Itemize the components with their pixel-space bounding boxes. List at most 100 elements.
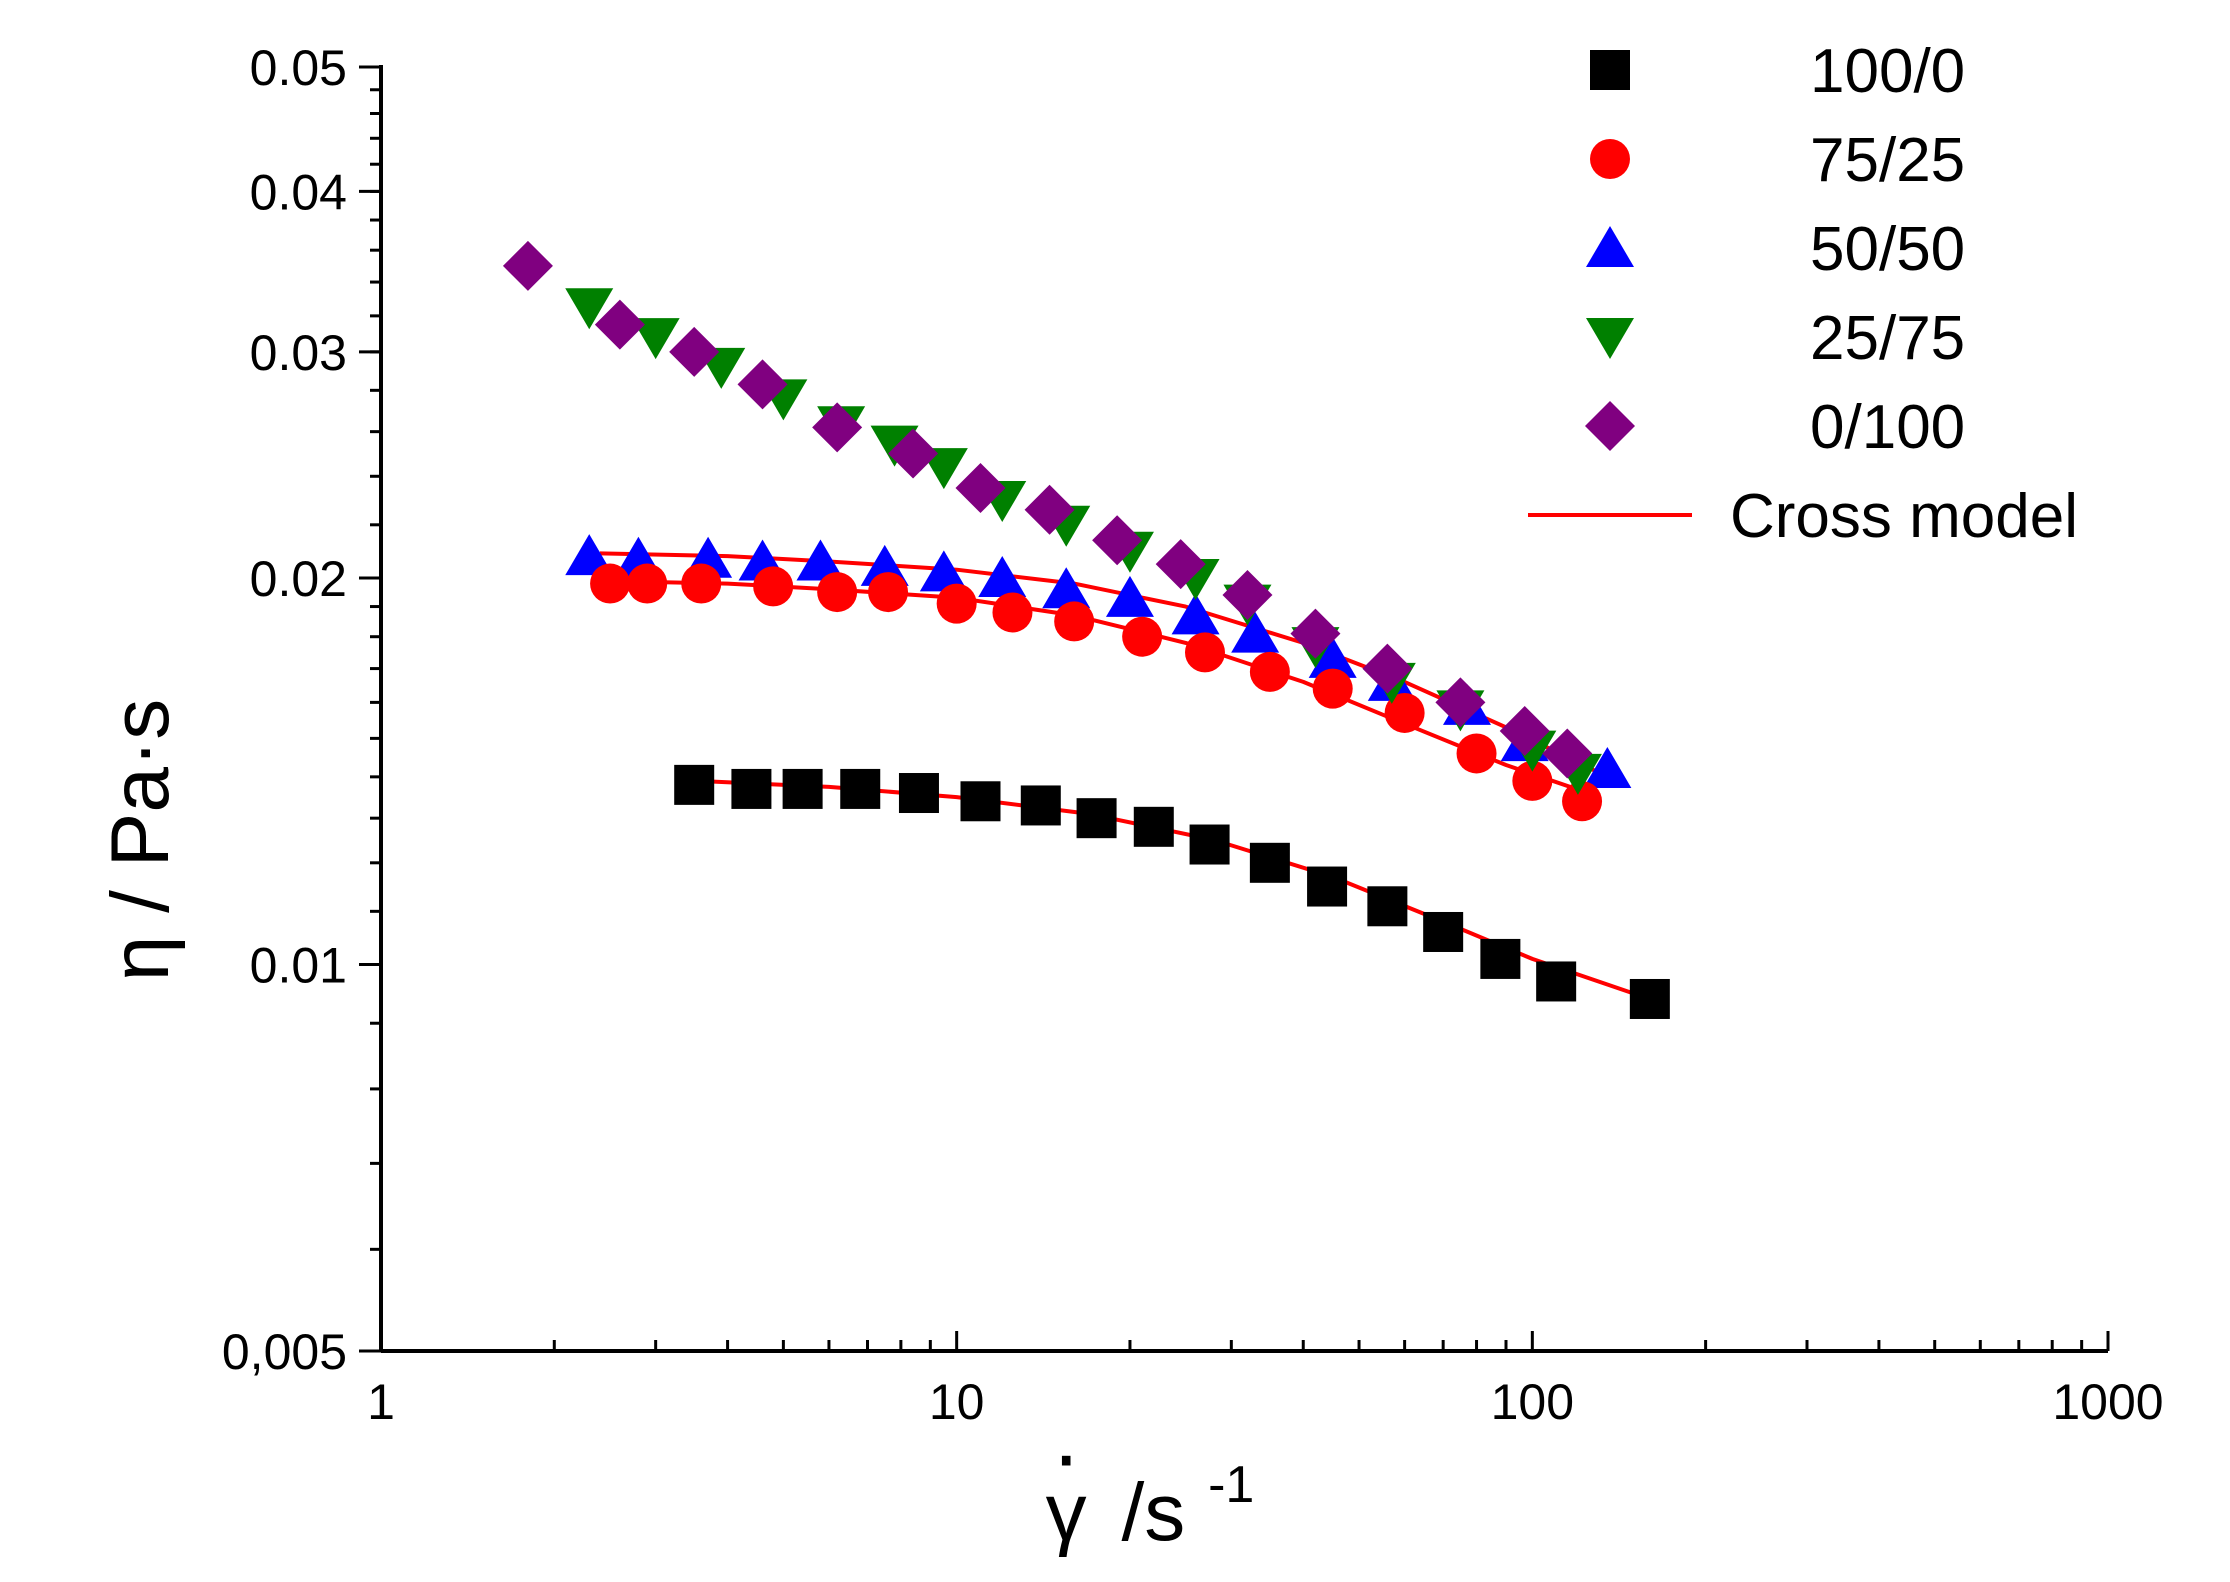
data-point-100-0 xyxy=(1480,938,1521,979)
data-point-75-25 xyxy=(753,566,794,607)
y-tick-label: 0.04 xyxy=(250,164,347,220)
y-tick-label: 0.01 xyxy=(250,937,347,993)
data-point-100-0 xyxy=(1367,886,1408,927)
series-75-25 xyxy=(590,563,1603,822)
data-point-50-50 xyxy=(1231,611,1280,653)
legend-label-75-25: 75/25 xyxy=(1810,126,1965,195)
data-point-75-25 xyxy=(1122,616,1163,657)
legend-label-50-50: 50/50 xyxy=(1810,215,1965,284)
data-point-50-50 xyxy=(1171,593,1220,635)
data-point-100-0 xyxy=(1423,911,1464,952)
data-point-50-50 xyxy=(565,534,614,576)
data-point-0-100 xyxy=(888,428,939,479)
fit-curve-75-25 xyxy=(599,578,1589,795)
data-point-0-100 xyxy=(502,240,553,291)
data-point-75-25 xyxy=(1456,733,1497,774)
x-axis-title-unit: /s xyxy=(1121,1467,1185,1558)
x-axis-title: γ /s -1 xyxy=(1046,1456,1255,1558)
x-axis-title-exponent: -1 xyxy=(1208,1456,1254,1514)
x-axis-title-symbol: γ xyxy=(1046,1467,1087,1558)
series-100-0 xyxy=(674,764,1670,1019)
data-point-75-25 xyxy=(590,563,631,604)
data-point-50-50 xyxy=(978,555,1027,597)
data-point-50-50 xyxy=(919,550,968,592)
data-point-75-25 xyxy=(1312,668,1353,709)
data-points xyxy=(502,240,1670,1019)
legend: 100/0 75/25 50/50 25/75 0/100 Cross model xyxy=(1528,37,2078,551)
data-point-0-100 xyxy=(1024,484,1075,535)
data-point-100-0 xyxy=(731,768,772,809)
data-point-25-75 xyxy=(565,288,614,330)
series-0-100 xyxy=(502,240,1593,779)
data-point-0-100 xyxy=(1092,515,1143,566)
data-point-75-25 xyxy=(1512,760,1553,801)
legend-label-25-75: 25/75 xyxy=(1810,304,1965,373)
y-tick-label: 0.02 xyxy=(250,551,347,607)
y-tick-label: 0.03 xyxy=(250,325,347,381)
data-point-0-100 xyxy=(1362,643,1413,694)
axis-titles: η / Pa·s γ /s -1 · xyxy=(95,699,1254,1558)
data-point-50-50 xyxy=(796,539,845,581)
data-point-50-50 xyxy=(1583,746,1632,788)
data-point-75-25 xyxy=(1249,651,1290,692)
data-point-50-50 xyxy=(1105,575,1154,617)
data-point-100-0 xyxy=(1076,798,1117,839)
legend-marker-100-0 xyxy=(1590,50,1630,90)
data-point-100-0 xyxy=(1020,785,1061,826)
data-point-0-100 xyxy=(737,359,788,410)
legend-label-100-0: 100/0 xyxy=(1810,37,1965,106)
data-point-75-25 xyxy=(1562,781,1603,822)
data-point-100-0 xyxy=(1249,842,1290,883)
data-point-0-100 xyxy=(812,402,863,453)
data-point-0-100 xyxy=(669,326,720,377)
data-point-75-25 xyxy=(1054,601,1095,642)
data-point-100-0 xyxy=(1307,866,1348,907)
data-point-100-0 xyxy=(1536,961,1577,1002)
data-point-100-0 xyxy=(1629,978,1670,1019)
data-point-0-100 xyxy=(1155,539,1206,590)
data-point-75-25 xyxy=(1384,692,1425,733)
data-point-75-25 xyxy=(681,563,722,604)
data-point-0-100 xyxy=(1435,677,1486,728)
data-point-100-0 xyxy=(782,768,823,809)
legend-label-0-100: 0/100 xyxy=(1810,393,1965,462)
y-tick-label: 0,005 xyxy=(222,1324,347,1380)
data-point-75-25 xyxy=(1184,632,1225,673)
data-point-0-100 xyxy=(1542,728,1593,779)
legend-marker-25-75 xyxy=(1586,318,1634,359)
data-point-75-25 xyxy=(627,563,668,604)
x-tick-label: 100 xyxy=(1491,1374,1574,1430)
legend-marker-75-25 xyxy=(1590,139,1630,179)
x-axis-title-dot: · xyxy=(1051,1405,1081,1505)
data-point-0-100 xyxy=(1290,608,1341,659)
y-tick-label: 0.05 xyxy=(250,40,347,96)
legend-marker-50-50 xyxy=(1586,226,1634,267)
data-point-100-0 xyxy=(1133,806,1174,847)
series-25-75 xyxy=(565,288,1602,795)
data-point-50-50 xyxy=(1308,636,1357,678)
data-point-0-100 xyxy=(955,463,1006,514)
data-point-75-25 xyxy=(868,572,909,613)
y-axis-title: η / Pa·s xyxy=(95,699,186,982)
data-point-100-0 xyxy=(1189,824,1230,865)
legend-label-cross-model: Cross model xyxy=(1730,482,2078,551)
x-tick-label: 1000 xyxy=(2052,1374,2163,1430)
data-point-75-25 xyxy=(992,592,1033,633)
legend-marker-0-100 xyxy=(1585,401,1635,451)
data-point-100-0 xyxy=(960,781,1001,822)
x-tick-label: 10 xyxy=(929,1374,985,1430)
data-point-0-100 xyxy=(1499,705,1550,756)
data-point-75-25 xyxy=(936,583,977,624)
data-point-0-100 xyxy=(594,299,645,350)
data-point-100-0 xyxy=(674,764,715,805)
data-point-25-75 xyxy=(631,318,680,360)
data-point-50-50 xyxy=(1042,567,1091,609)
data-point-0-100 xyxy=(1222,569,1273,620)
data-point-100-0 xyxy=(898,773,939,814)
x-tick-label: 1 xyxy=(367,1374,395,1430)
axes: 1 10 100 1000 0,005 0.01 0.02 0.03 0.04 0.05 xyxy=(222,40,2164,1430)
data-point-100-0 xyxy=(840,768,881,809)
data-point-75-25 xyxy=(817,572,858,613)
